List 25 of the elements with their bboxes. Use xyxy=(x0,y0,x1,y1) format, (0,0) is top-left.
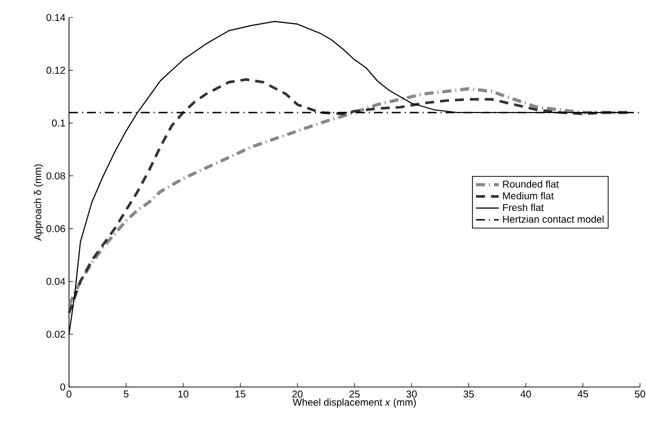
x-tick-label: 0 xyxy=(66,390,72,398)
x-tick-label: 20 xyxy=(292,390,303,398)
x-tick-label: 40 xyxy=(520,390,531,398)
y-axis-title: Approach δ (mm) xyxy=(34,164,44,241)
legend-label: Fresh flat xyxy=(503,204,544,212)
y-tick-label: 0.12 xyxy=(46,66,65,74)
x-tick-label: 50 xyxy=(634,390,646,398)
x-tick-label: 45 xyxy=(578,390,588,398)
y-tick-label: 0.08 xyxy=(46,172,66,180)
y-tick-label: 0.1 xyxy=(52,120,65,127)
legend-label: Medium flat xyxy=(503,192,554,200)
x-tick-label: 25 xyxy=(349,390,360,398)
x-tick-label: 35 xyxy=(464,390,474,398)
legend-label: Hertzian contact model xyxy=(503,215,604,223)
legend-label: Rounded flat xyxy=(503,180,559,188)
y-tick-label: 0.06 xyxy=(46,225,66,232)
x-tick-label: 5 xyxy=(124,390,128,398)
y-tick-label: 0.04 xyxy=(46,278,66,285)
y-tick-label: 0.02 xyxy=(46,330,65,338)
y-tick-label: 0 xyxy=(60,383,66,391)
x-tick-label: 15 xyxy=(236,390,246,398)
y-tick-label: 0.14 xyxy=(46,14,66,22)
x-tick-label: 10 xyxy=(178,390,188,398)
x-tick-label: 30 xyxy=(406,390,417,398)
x-axis-title: Wheel displacement x (mm) xyxy=(292,398,416,408)
